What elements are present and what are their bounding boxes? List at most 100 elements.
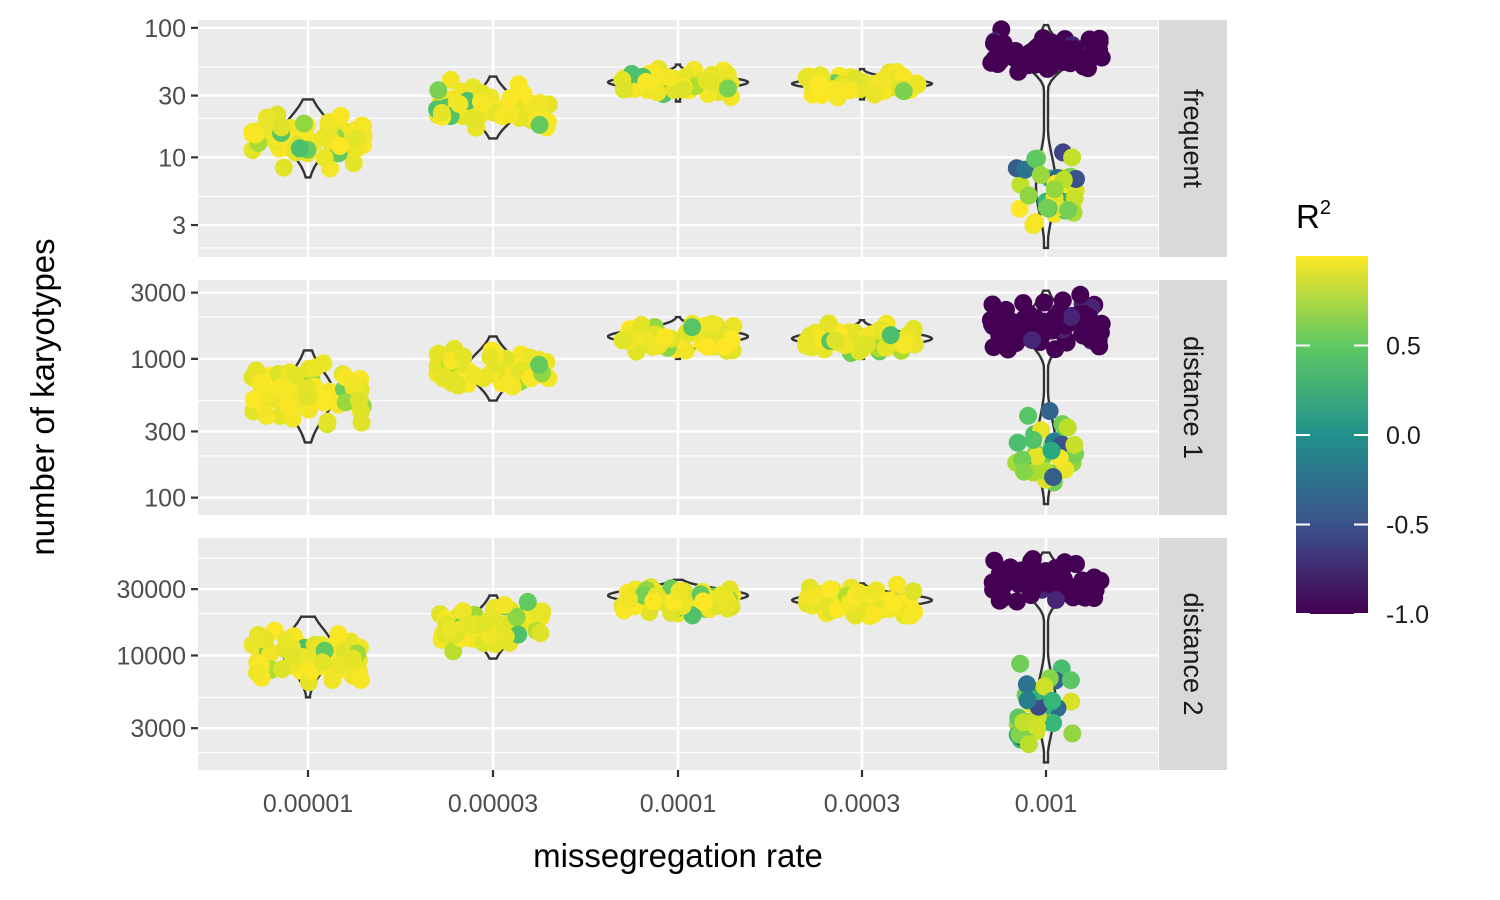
data-point — [458, 616, 477, 635]
legend-title-superscript: 2 — [1320, 197, 1331, 219]
data-point — [1043, 691, 1062, 710]
data-point — [530, 115, 549, 134]
data-point — [429, 81, 448, 100]
data-point — [985, 34, 1003, 53]
data-point — [1063, 724, 1082, 743]
data-point — [1044, 468, 1063, 487]
data-point — [1080, 329, 1099, 348]
data-point — [503, 377, 522, 396]
data-point — [348, 129, 366, 148]
data-point — [251, 373, 270, 392]
data-point — [1018, 691, 1037, 710]
data-point — [274, 158, 293, 177]
data-point — [441, 620, 459, 639]
x-tick-label: 0.00001 — [263, 790, 353, 818]
data-point — [318, 412, 337, 431]
color-legend: R2 0.5 0.0 -0.5 -1.0 — [1296, 197, 1429, 629]
facet-strip — [1159, 280, 1227, 515]
data-point — [674, 80, 693, 99]
x-axis: 0.00001 0.00003 0.0001 0.0003 0.001 — [263, 770, 1077, 818]
data-point — [864, 605, 883, 624]
data-point — [823, 80, 842, 99]
data-point — [432, 104, 451, 122]
data-point — [454, 347, 473, 366]
data-point — [888, 575, 907, 594]
data-point — [1009, 62, 1028, 81]
data-point — [1044, 714, 1063, 733]
data-point — [1076, 588, 1095, 607]
x-axis-title: missegregation rate — [533, 837, 823, 874]
data-point — [330, 137, 349, 155]
data-point — [277, 631, 296, 650]
data-point — [507, 608, 526, 626]
legend-tick-label: 0.5 — [1386, 333, 1421, 361]
data-point — [247, 663, 266, 682]
data-point — [343, 649, 362, 668]
data-point — [250, 629, 268, 648]
data-point — [1007, 592, 1026, 611]
data-point — [905, 602, 924, 621]
data-point — [313, 653, 332, 672]
data-point — [509, 75, 528, 94]
y-tick-label: 30000 — [116, 576, 186, 604]
data-point — [286, 366, 305, 385]
data-point — [1014, 713, 1033, 732]
data-point — [1036, 562, 1055, 581]
data-point — [1040, 402, 1059, 420]
data-point — [279, 397, 298, 416]
data-point — [670, 582, 689, 600]
legend-tick-label: 0.0 — [1386, 422, 1421, 450]
data-point — [315, 393, 334, 412]
data-point — [1035, 293, 1053, 312]
data-point — [464, 366, 483, 384]
data-point — [1017, 675, 1036, 694]
data-point — [809, 75, 828, 94]
data-point — [1021, 43, 1040, 62]
data-point — [246, 125, 265, 144]
data-point — [532, 95, 551, 114]
y-tick-label: 3 — [172, 212, 186, 240]
x-tick-label: 0.00003 — [448, 790, 538, 818]
data-point — [881, 326, 900, 345]
data-point — [453, 602, 472, 621]
data-point — [295, 114, 313, 133]
data-point — [495, 596, 514, 615]
data-point — [1043, 313, 1062, 332]
data-point — [1092, 314, 1111, 333]
data-point — [1047, 590, 1065, 609]
data-point — [985, 551, 1004, 570]
data-point — [1038, 43, 1057, 62]
data-point — [441, 70, 460, 89]
data-point — [1019, 406, 1038, 425]
data-point — [272, 660, 291, 679]
y-tick-label: 3000 — [130, 280, 186, 308]
data-point — [275, 379, 294, 398]
data-point — [999, 570, 1018, 589]
data-point — [450, 95, 469, 114]
data-point — [804, 587, 823, 606]
data-point — [1059, 201, 1078, 220]
y-tick-label: 100 — [144, 15, 186, 43]
y-tick-label: 10000 — [116, 642, 186, 670]
data-point — [908, 75, 927, 94]
data-point — [1045, 180, 1064, 199]
data-point — [257, 406, 276, 425]
data-point — [1026, 308, 1045, 327]
panels-layer: 3 10 30 100 frequent 100 300 1000 3000 distance 1… — [116, 15, 1227, 770]
data-point — [518, 592, 537, 611]
data-point — [1024, 430, 1043, 449]
facet-strip-label: frequent — [1178, 89, 1208, 189]
data-point — [895, 336, 913, 354]
legend-tick-label: -1.0 — [1386, 601, 1429, 629]
y-tick-label: 100 — [144, 485, 186, 513]
data-point — [875, 72, 894, 91]
data-point — [298, 387, 317, 406]
data-point — [329, 625, 348, 644]
data-point — [697, 71, 716, 90]
data-point — [1063, 148, 1082, 167]
data-point — [850, 342, 869, 361]
data-point — [1071, 285, 1090, 304]
y-axis-title: number of karyotypes — [24, 238, 61, 555]
data-point — [1011, 654, 1030, 673]
facet-panel: 3 10 30 100 frequent — [144, 15, 1227, 257]
